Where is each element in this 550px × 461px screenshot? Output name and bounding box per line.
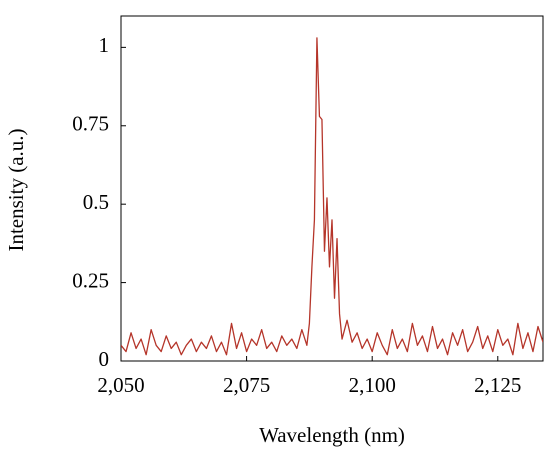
y-tick-label: 0.75 — [72, 112, 109, 136]
y-axis-label: Intensity (a.u.) — [4, 128, 28, 251]
x-tick-label: 2,125 — [474, 373, 521, 397]
y-tick-label: 1 — [99, 33, 110, 57]
x-axis-label: Wavelength (nm) — [259, 423, 405, 447]
x-tick-label: 2,075 — [223, 373, 270, 397]
y-tick-label: 0.25 — [72, 268, 109, 292]
x-tick-label: 2,050 — [97, 373, 144, 397]
y-tick-label: 0.5 — [83, 190, 109, 214]
plot-frame — [120, 15, 544, 362]
y-tick-label: 0 — [99, 347, 110, 371]
data-line — [121, 37, 543, 356]
x-tick-label: 2,100 — [349, 373, 396, 397]
